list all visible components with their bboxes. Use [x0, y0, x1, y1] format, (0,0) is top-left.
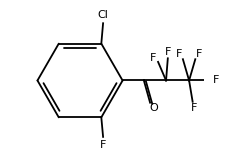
Text: F: F: [176, 49, 182, 59]
Text: O: O: [150, 103, 158, 113]
Text: Cl: Cl: [98, 10, 109, 20]
Text: F: F: [150, 53, 156, 63]
Text: F: F: [196, 49, 202, 59]
Text: F: F: [100, 140, 106, 150]
Text: F: F: [213, 76, 219, 85]
Text: F: F: [165, 47, 171, 57]
Text: F: F: [191, 103, 198, 113]
